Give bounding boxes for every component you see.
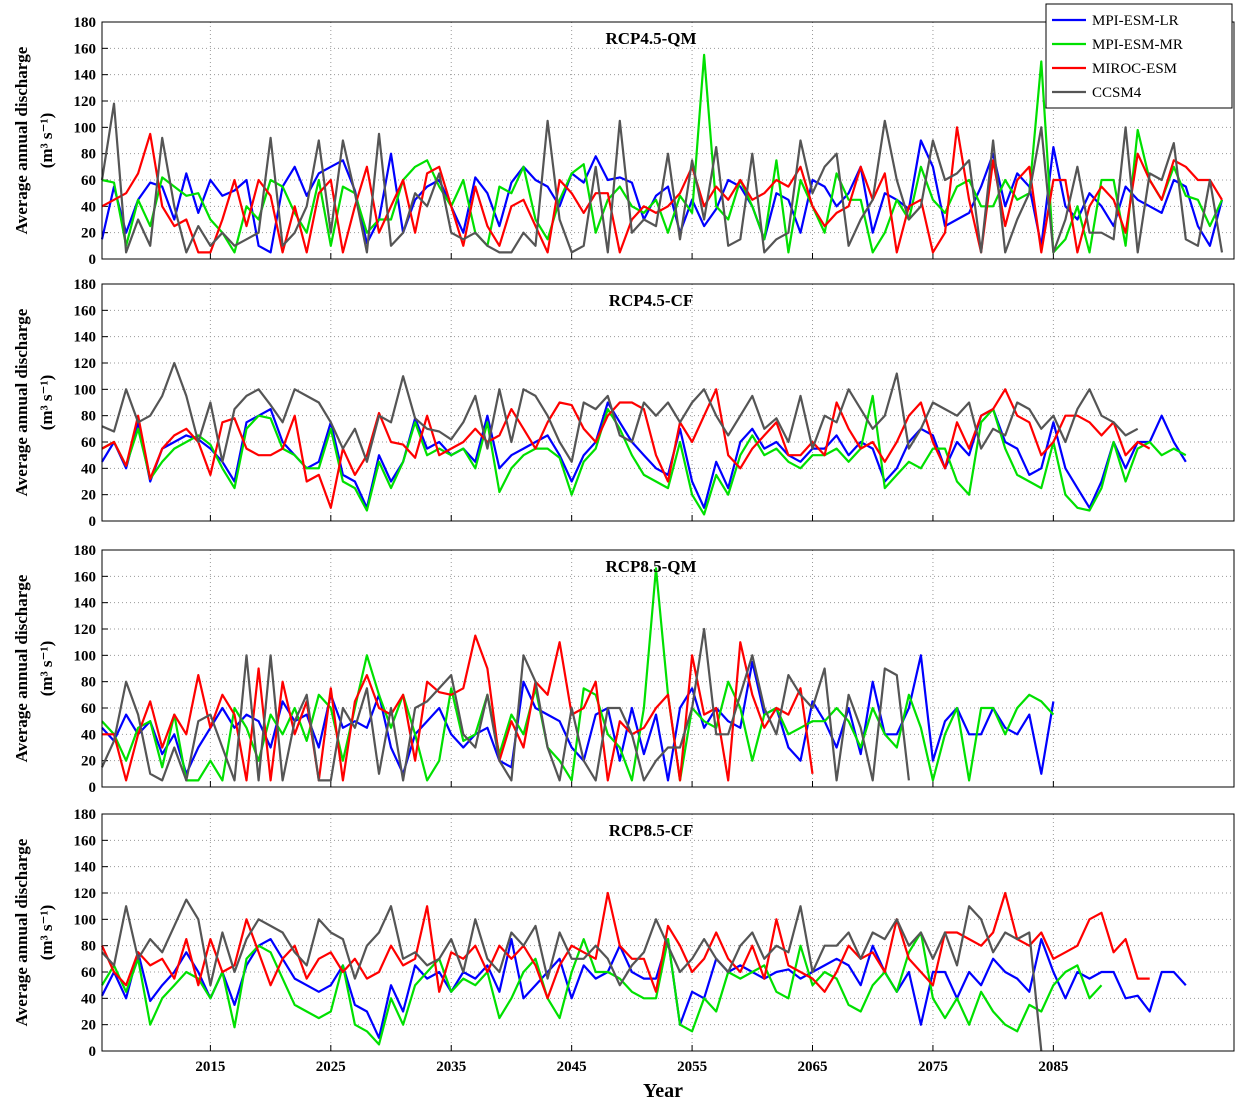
y-tick-label: 40 [81,199,96,215]
y-tick-label: 120 [74,356,97,372]
plot-frame [101,21,1235,260]
y-axis-units: (m³ s⁻¹) [37,113,56,169]
y-tick-label: 180 [74,543,97,559]
y-tick-label: 120 [74,94,97,110]
y-tick-label: 140 [74,330,97,346]
y-tick-label: 20 [81,1018,96,1034]
series-line-mpi-esm-mr [101,53,1223,254]
panel-title: RCP8.5-CF [609,821,694,840]
y-axis-label: Average annual discharge [12,838,31,1026]
x-tick-label: 2065 [798,1059,828,1075]
y-tick-label: 100 [74,382,97,398]
x-tick-label: 2035 [436,1059,466,1075]
legend-label: CCSM4 [1092,85,1142,101]
x-tick-label: 2045 [557,1059,587,1075]
series-line-ccsm4 [101,361,1139,463]
y-tick-label: 140 [74,860,97,876]
y-tick-label: 60 [81,173,96,189]
panel-3: 0 20 40 60 80 100 120 140 160 180 RCP8.5-QM Average… [12,543,1235,796]
y-tick-label: 120 [74,622,97,638]
y-tick-label: 160 [74,833,97,849]
y-tick-label: 100 [74,912,97,928]
series-line-miroc-esm [101,126,1223,254]
y-tick-label: 80 [81,147,96,163]
plot-frame [101,813,1235,1052]
panel-4: 0 20 40 60 80 100 120 140 160 180 2015 2025 2035 2045… [12,807,1235,1099]
y-tick-label: 100 [74,120,97,136]
y-tick-label: 0 [89,514,97,530]
y-tick-label: 20 [81,754,96,770]
series-line-miroc-esm [102,634,814,782]
panel-title: RCP4.5-QM [605,29,696,48]
y-tick-label: 0 [89,780,97,796]
legend-label: MIROC-ESM [1092,61,1177,77]
y-axis-units: (m³ s⁻¹) [37,375,56,431]
y-tick-label: 60 [81,435,96,451]
y-tick-label: 140 [74,596,97,612]
x-tick-label: 2085 [1038,1059,1068,1075]
x-tick-label: 2075 [918,1059,948,1075]
y-tick-label: 80 [81,675,96,691]
y-tick-label: 160 [74,303,97,319]
series-line-ccsm4 [101,898,1043,1052]
y-axis-units: (m³ s⁻¹) [37,641,56,697]
plot-frame [101,549,1235,788]
panel-title: RCP8.5-QM [605,557,696,576]
y-axis-label: Average annual discharge [12,574,31,762]
series-line-miroc-esm [101,388,1151,509]
y-axis-label: Average annual discharge [12,308,31,496]
y-tick-label: 0 [89,252,97,268]
y-tick-label: 80 [81,409,96,425]
y-tick-label: 20 [81,226,96,242]
panel-1: 0 20 40 60 80 100 120 140 160 180 RCP4.5-QM Average… [12,15,1235,268]
x-tick-label: 2025 [316,1059,346,1075]
y-tick-label: 40 [81,727,96,743]
y-tick-label: 160 [74,41,97,57]
y-tick-label: 40 [81,461,96,477]
y-tick-label: 120 [74,886,97,902]
y-axis-label: Average annual discharge [12,46,31,234]
y-tick-label: 180 [74,807,97,823]
y-tick-label: 180 [74,277,97,293]
legend: MPI-ESM-LR MPI-ESM-MR MIROC-ESM CCSM4 [1045,3,1233,109]
y-tick-label: 60 [81,965,96,981]
series-line-mpi-esm-lr [101,401,1187,509]
y-tick-label: 140 [74,68,97,84]
x-tick-label: 2015 [195,1059,225,1075]
series-line-ccsm4 [100,627,910,782]
x-axis-label: Year [643,1080,683,1099]
legend-label: MPI-ESM-LR [1092,13,1179,29]
y-tick-label: 180 [74,15,97,31]
y-tick-label: 20 [81,488,96,504]
y-tick-label: 80 [81,939,96,955]
panel-2: 0 20 40 60 80 100 120 140 160 180 RCP4.5-CF Average… [12,277,1235,530]
panel-title: RCP4.5-CF [609,291,694,310]
series-line-miroc-esm [100,891,1150,1000]
x-tick-label: 2055 [677,1059,707,1075]
series-line-ccsm4 [100,102,1224,254]
series-line-mpi-esm-mr [101,931,1103,1046]
y-tick-label: 40 [81,991,96,1007]
legend-label: MPI-ESM-MR [1092,37,1183,53]
legend-box [1045,3,1233,109]
series-line-mpi-esm-lr [101,654,1055,782]
plot-frame [101,283,1235,522]
y-tick-label: 0 [89,1044,97,1060]
y-tick-label: 60 [81,701,96,717]
y-tick-label: 160 [74,569,97,585]
y-tick-label: 100 [74,648,97,664]
y-axis-units: (m³ s⁻¹) [37,905,56,961]
